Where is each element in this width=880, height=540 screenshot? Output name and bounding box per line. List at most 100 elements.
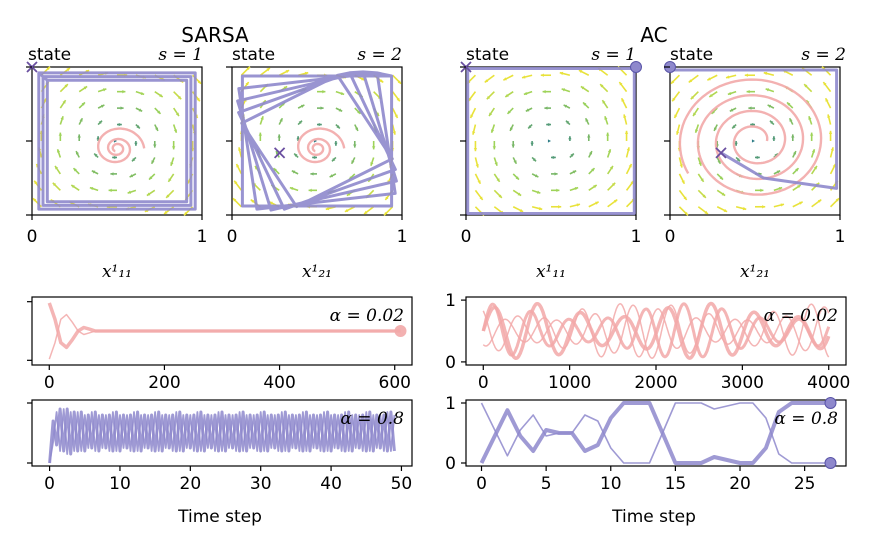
- field-arrowhead: [490, 129, 495, 133]
- field-arrowhead: [318, 122, 322, 127]
- field-arrowhead: [611, 182, 616, 187]
- field-arrowhead: [809, 132, 814, 136]
- field-arrowhead: [532, 158, 537, 162]
- field-arrowhead: [694, 129, 699, 133]
- right-group-title: AC: [640, 23, 667, 47]
- field-arrowhead: [552, 155, 556, 160]
- series-line: [482, 303, 830, 358]
- start-marker: [273, 147, 286, 159]
- field-arrowhead: [32, 198, 37, 202]
- x-tick-label: 30: [250, 474, 272, 494]
- panel-title-prefix: state: [232, 45, 275, 65]
- field-arrowhead: [55, 165, 59, 170]
- field-arrowhead: [475, 164, 479, 168]
- x-tick-label: 5: [541, 474, 552, 494]
- field-arrowhead: [371, 146, 376, 150]
- field-arrowhead: [589, 151, 593, 155]
- field-arrowhead: [795, 168, 799, 172]
- field-arrowhead: [681, 180, 685, 184]
- y-tick-label: 0: [445, 454, 456, 474]
- alpha-annotation: α = 0.8: [774, 409, 838, 429]
- field-arrowhead: [793, 151, 797, 155]
- field-arrowhead: [379, 79, 384, 83]
- field-arrowhead: [100, 104, 105, 108]
- field-arrowhead: [717, 160, 721, 164]
- field-arrowhead: [772, 136, 776, 140]
- field-arrowhead: [509, 127, 513, 131]
- field-arrowhead: [670, 80, 675, 84]
- field-arrowhead: [536, 190, 541, 194]
- field-arrowhead: [275, 151, 279, 155]
- field-arrowhead: [298, 120, 303, 124]
- field-arrowhead: [266, 68, 270, 72]
- field-arrowhead: [494, 162, 498, 166]
- field-arrowhead: [81, 102, 85, 106]
- field-arrowhead: [776, 170, 781, 174]
- x-tick-label: 0: [476, 474, 487, 494]
- field-arrowhead: [832, 164, 836, 168]
- field-arrowhead: [624, 130, 629, 134]
- end-marker: [824, 457, 837, 469]
- field-arrowhead: [384, 211, 388, 216]
- field-arrowhead: [593, 185, 597, 189]
- field-arrowhead: [746, 89, 750, 94]
- field-arrowhead: [709, 93, 713, 97]
- field-arrowhead: [294, 153, 298, 157]
- field-arrowhead: [817, 199, 822, 203]
- field-arrowhead: [591, 168, 595, 172]
- field-arrowhead: [547, 139, 551, 143]
- y-tick-label: 0: [445, 353, 456, 373]
- field-arrowhead: [748, 106, 752, 110]
- trajectory-1: [297, 127, 346, 164]
- field-arrowhead: [544, 106, 548, 110]
- field-arrowhead: [698, 162, 702, 166]
- field-arrowhead: [511, 144, 515, 148]
- time-step-label-right: Time step: [611, 507, 696, 527]
- field-arrowhead: [572, 170, 577, 174]
- x-tick-label: 400: [263, 373, 295, 393]
- field-arrowhead: [756, 155, 760, 160]
- series-line: [48, 408, 396, 464]
- field-arrowhead: [605, 132, 610, 136]
- field-arrowhead: [799, 201, 803, 205]
- field-arrowhead: [397, 80, 402, 84]
- field-arrowhead: [534, 174, 539, 178]
- field-arrowhead: [334, 142, 338, 146]
- alpha-annotation: α = 0.8: [340, 409, 404, 429]
- field-arrowhead: [245, 82, 249, 86]
- field-arrowhead: [515, 176, 519, 180]
- field-arrowhead: [602, 100, 606, 104]
- field-arrowhead: [392, 131, 396, 135]
- alpha-annotation: α = 0.02: [764, 306, 838, 326]
- field-arrowhead: [138, 108, 143, 112]
- field-arrowhead: [62, 100, 66, 104]
- field-arrowhead: [690, 95, 695, 100]
- field-arrowhead: [736, 158, 741, 162]
- quiver-panel-3: state s = 1 0 1 x¹₁₁: [460, 45, 642, 282]
- field-arrowhead: [563, 104, 568, 108]
- field-arrowhead: [168, 178, 172, 182]
- field-arrowhead: [523, 91, 528, 96]
- x-tick-label: 200: [148, 373, 180, 393]
- field-arrowhead: [580, 86, 585, 90]
- field-arrowhead: [370, 162, 374, 166]
- field-arrowhead: [175, 112, 179, 117]
- field-arrowhead: [489, 112, 493, 117]
- field-arrowhead: [291, 170, 296, 174]
- field-arrowhead: [118, 122, 122, 127]
- field-arrowhead: [94, 153, 98, 157]
- field-arrowhead: [578, 70, 583, 74]
- field-arrowhead: [765, 88, 770, 92]
- field-arrowhead: [723, 208, 728, 212]
- field-arrowhead: [277, 134, 281, 138]
- y-tick-label: 1: [445, 291, 456, 311]
- field-arrowhead: [470, 114, 474, 118]
- x-tick-label: 1: [835, 227, 846, 247]
- field-arrowhead: [151, 160, 155, 164]
- field-arrowhead: [312, 155, 316, 160]
- panel-title-prefix: state: [28, 45, 71, 65]
- x-tick-label: 10: [109, 474, 131, 494]
- field-arrowhead: [236, 164, 240, 168]
- x-tick-label: 0: [665, 227, 676, 247]
- field-arrowhead: [789, 118, 793, 122]
